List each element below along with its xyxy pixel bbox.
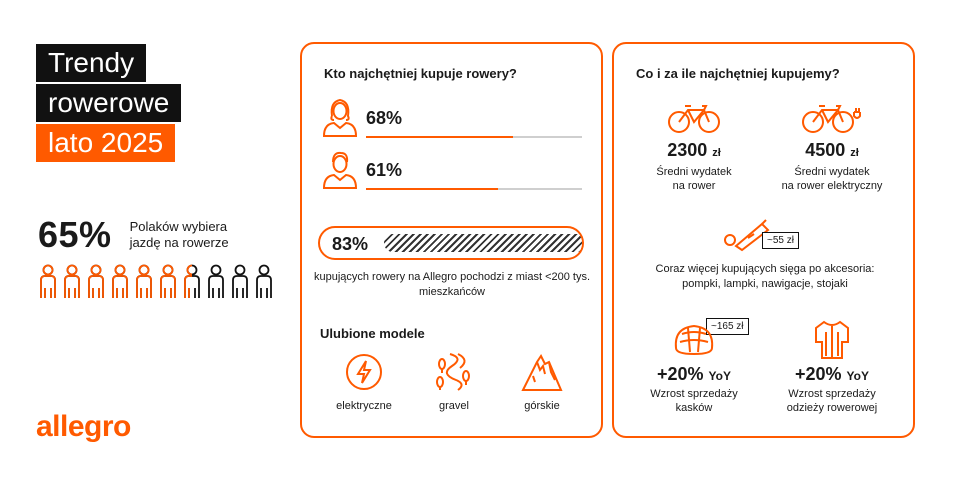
title-line-1: Trendy — [36, 44, 147, 82]
women-bar-track — [366, 136, 582, 138]
mountain-icon — [521, 354, 563, 391]
jersey-icon — [815, 320, 849, 359]
helmet-desc2: kasków — [675, 402, 713, 414]
helmet-stat: +20% YoY Wzrost sprzedaży kasków — [624, 320, 764, 415]
men-pct: 61% — [366, 160, 403, 180]
person-icon — [182, 264, 202, 300]
men-bar-fill — [366, 188, 498, 190]
bike-spend-value: 2300 — [667, 140, 708, 160]
town-caption: kupujących rowery na Allegro pochodzi z … — [313, 271, 591, 298]
accessories-text: Coraz więcej kupujących sięga po akcesor… — [622, 262, 908, 292]
accessories-line1: Coraz więcej kupujących sięga po akcesor… — [655, 263, 875, 275]
gravel-road-icon — [436, 353, 470, 391]
accessories-icon — [722, 218, 770, 257]
ebike-spend-currency: zł — [850, 147, 859, 159]
town-stat-pill: 83% — [318, 226, 584, 260]
bicycle-icon — [668, 105, 720, 133]
pump-icon — [724, 219, 770, 252]
jersey-yoy-suffix: YoY — [846, 369, 869, 383]
jersey-stat: +20% YoY Wzrost sprzedaży odzieży rowerow… — [762, 320, 902, 415]
accessories-line2: pompki, lampki, nawigacje, stojaki — [682, 278, 848, 290]
title-line-2: rowerowe — [36, 84, 182, 122]
person-icon — [62, 264, 82, 300]
men-bar-track — [366, 188, 582, 190]
buyers-panel: Kto najchętniej kupuje rowery? 68% 61% — [300, 42, 603, 438]
women-stat: 68% — [320, 96, 584, 142]
cycling-stat-value: 65% — [38, 214, 112, 255]
title-line-3: lato 2025 — [36, 124, 176, 162]
jersey-desc1: Wzrost sprzedaży — [788, 388, 876, 400]
model-gravel-label: gravel — [439, 400, 469, 412]
bike-spend-desc2: na rower — [672, 180, 716, 192]
helmet-yoy-suffix: YoY — [708, 369, 731, 383]
person-icon — [230, 264, 250, 300]
helmet-yoy-value: +20% — [656, 364, 704, 384]
bike-spend-desc1: Średni wydatek — [656, 166, 732, 178]
model-mountain-label: górskie — [524, 400, 560, 412]
model-gravel: gravel — [414, 352, 494, 412]
women-pct: 68% — [366, 108, 403, 128]
jersey-yoy-value: +20% — [794, 364, 842, 384]
model-mountain: górskie — [502, 352, 582, 412]
person-icon — [206, 264, 226, 300]
models-title: Ulubione modele — [320, 326, 425, 341]
town-hatch-fill — [384, 234, 582, 252]
bike-spend: 2300 zł Średni wydatek na rower — [624, 102, 764, 193]
buyers-panel-title: Kto najchętniej kupuje rowery? — [324, 66, 517, 81]
people-pictogram — [38, 264, 274, 300]
helmet-icon — [674, 324, 714, 356]
electric-bolt-icon — [346, 354, 382, 390]
jersey-desc2: odzieży rowerowej — [786, 402, 878, 414]
page-title: Trendy rowerowe lato 2025 — [36, 44, 182, 164]
person-icon — [134, 264, 154, 300]
allegro-logo: allegro — [36, 410, 131, 443]
model-electric: elektryczne — [324, 352, 404, 412]
helmet-price-tag: ~165 zł — [706, 318, 749, 335]
bike-spend-currency: zł — [712, 147, 721, 159]
accessory-price-tag: ~55 zł — [762, 232, 799, 249]
model-electric-label: elektryczne — [336, 400, 392, 412]
person-icon — [254, 264, 274, 300]
person-icon — [158, 264, 178, 300]
helmet-desc1: Wzrost sprzedaży — [650, 388, 738, 400]
spending-panel-title: Co i za ile najchętniej kupujemy? — [636, 66, 840, 81]
man-icon — [320, 148, 360, 195]
electric-bicycle-icon — [802, 105, 861, 133]
woman-icon — [320, 96, 360, 143]
person-icon — [86, 264, 106, 300]
ebike-spend-desc2: na rower elektryczny — [781, 180, 883, 192]
ebike-spend-desc1: Średni wydatek — [794, 166, 870, 178]
ebike-spend: 4500 zł Średni wydatek na rower elektrycz… — [762, 102, 902, 193]
women-bar-fill — [366, 136, 513, 138]
spending-panel: Co i za ile najchętniej kupujemy? 2300 z… — [612, 42, 915, 438]
cycling-stat: 65% Polaków wybiera jazdę na rowerze — [38, 214, 250, 256]
cycling-stat-text: Polaków wybiera jazdę na rowerze — [129, 219, 229, 250]
person-icon — [110, 264, 130, 300]
men-stat: 61% — [320, 148, 584, 194]
town-pct: 83% — [332, 234, 369, 254]
person-icon — [38, 264, 58, 300]
ebike-spend-value: 4500 — [805, 140, 846, 160]
